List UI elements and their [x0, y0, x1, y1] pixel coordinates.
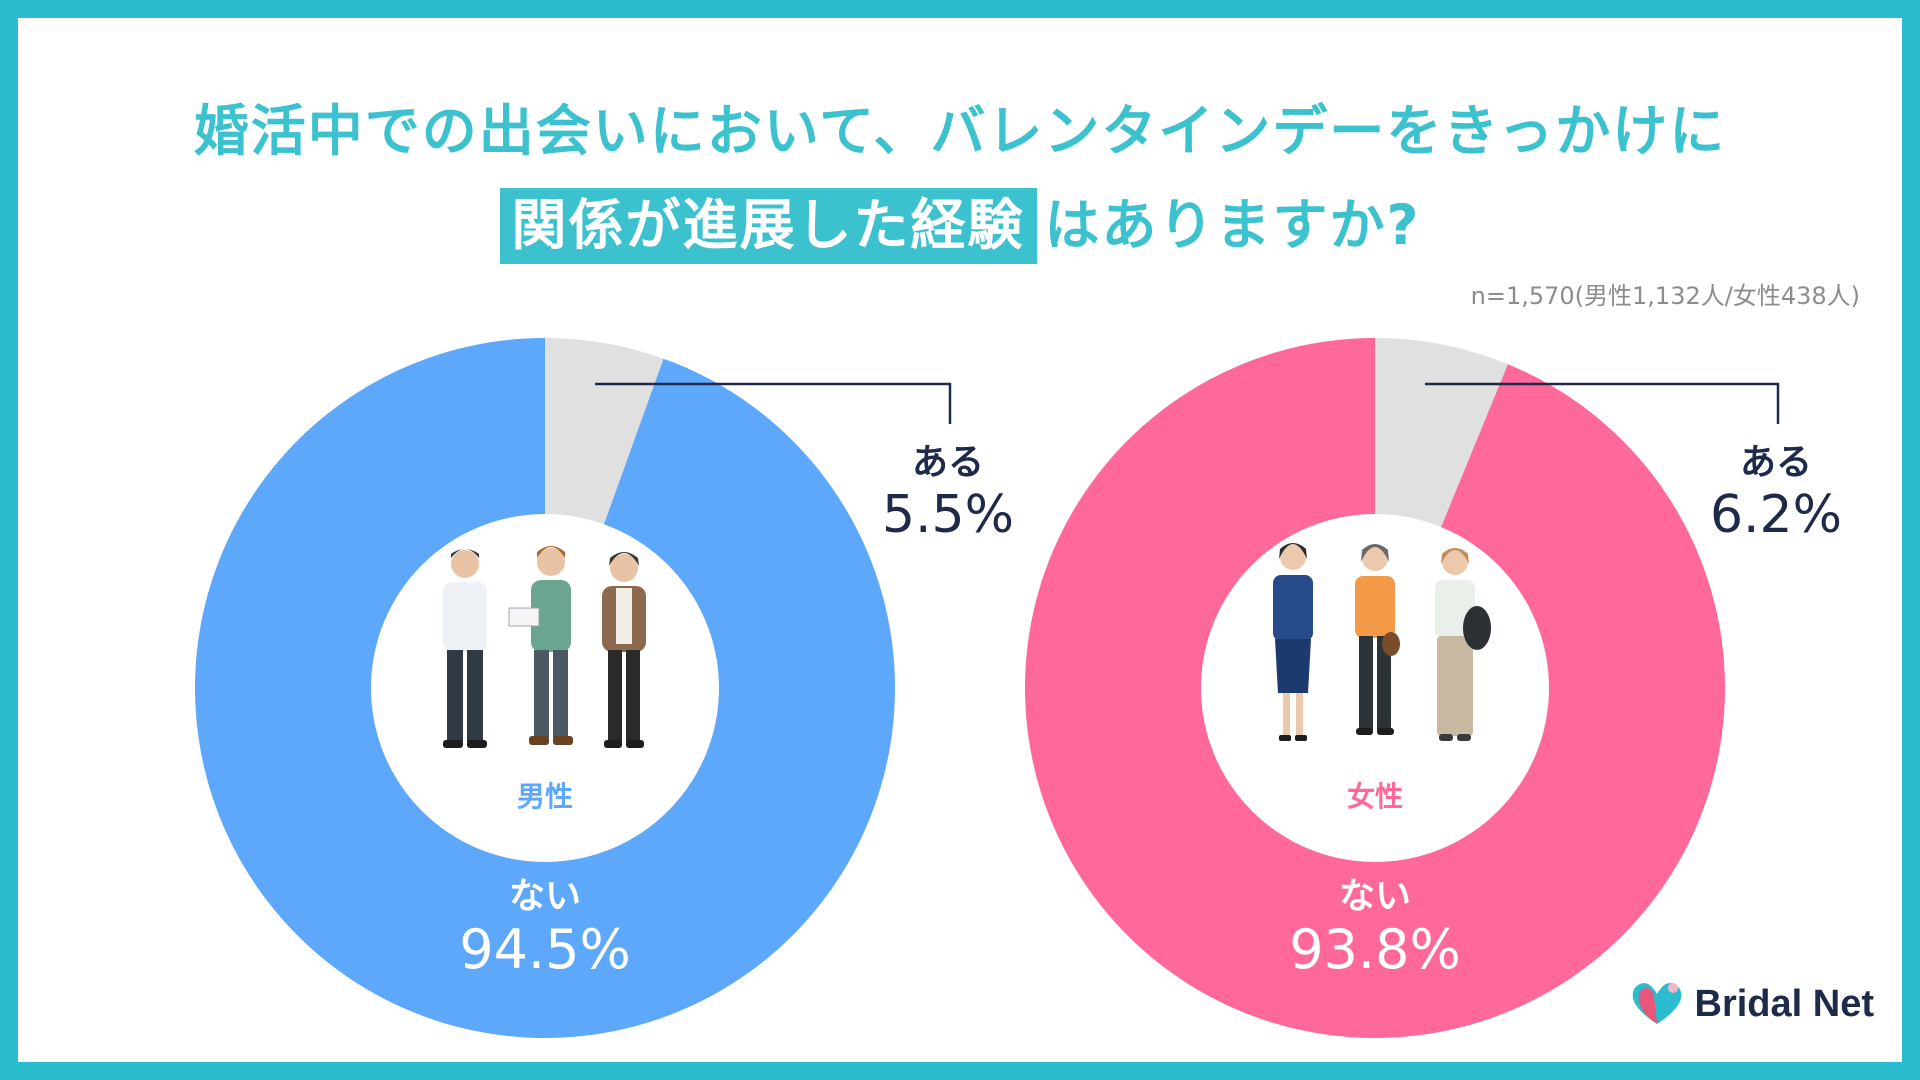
slice-label-no-female: ない [1339, 876, 1411, 917]
slice-value-no-male: 94.5% [459, 918, 631, 981]
slice-value-yes-male: 5.5% [882, 485, 1014, 545]
bridal-net-heart-logo-icon [1632, 983, 1681, 1024]
slice-label-yes-male: ある [912, 442, 984, 483]
slice-value-yes-female: 6.2% [1710, 485, 1842, 545]
center-label-female: 女性 [1347, 780, 1403, 813]
slice-label-no-male: ない [509, 876, 581, 917]
brand-logo: Bridal Net [1629, 980, 1874, 1028]
chart-title-line2-rest: はありますか? [1044, 193, 1421, 257]
center-label-male: 男性 [517, 780, 573, 813]
slice-label-yes-female: ある [1740, 442, 1812, 483]
logo-text: Bridal Net [1694, 982, 1874, 1025]
callout-line-female [1425, 382, 1780, 424]
slice-value-no-female: 93.8% [1289, 918, 1461, 981]
callout-line-male [595, 382, 952, 424]
chart-title-highlight: 関係が進展した経験 [499, 188, 1037, 264]
chart-title-line2: 関係が進展した経験 はありますか? [0, 180, 1920, 264]
sample-size-note: n=1,570(男性1,132人/女性438人) [1470, 282, 1860, 310]
chart-title-line1: 婚活中での出会いにおいて、バレンタインデーをきっかけに [193, 99, 1727, 163]
